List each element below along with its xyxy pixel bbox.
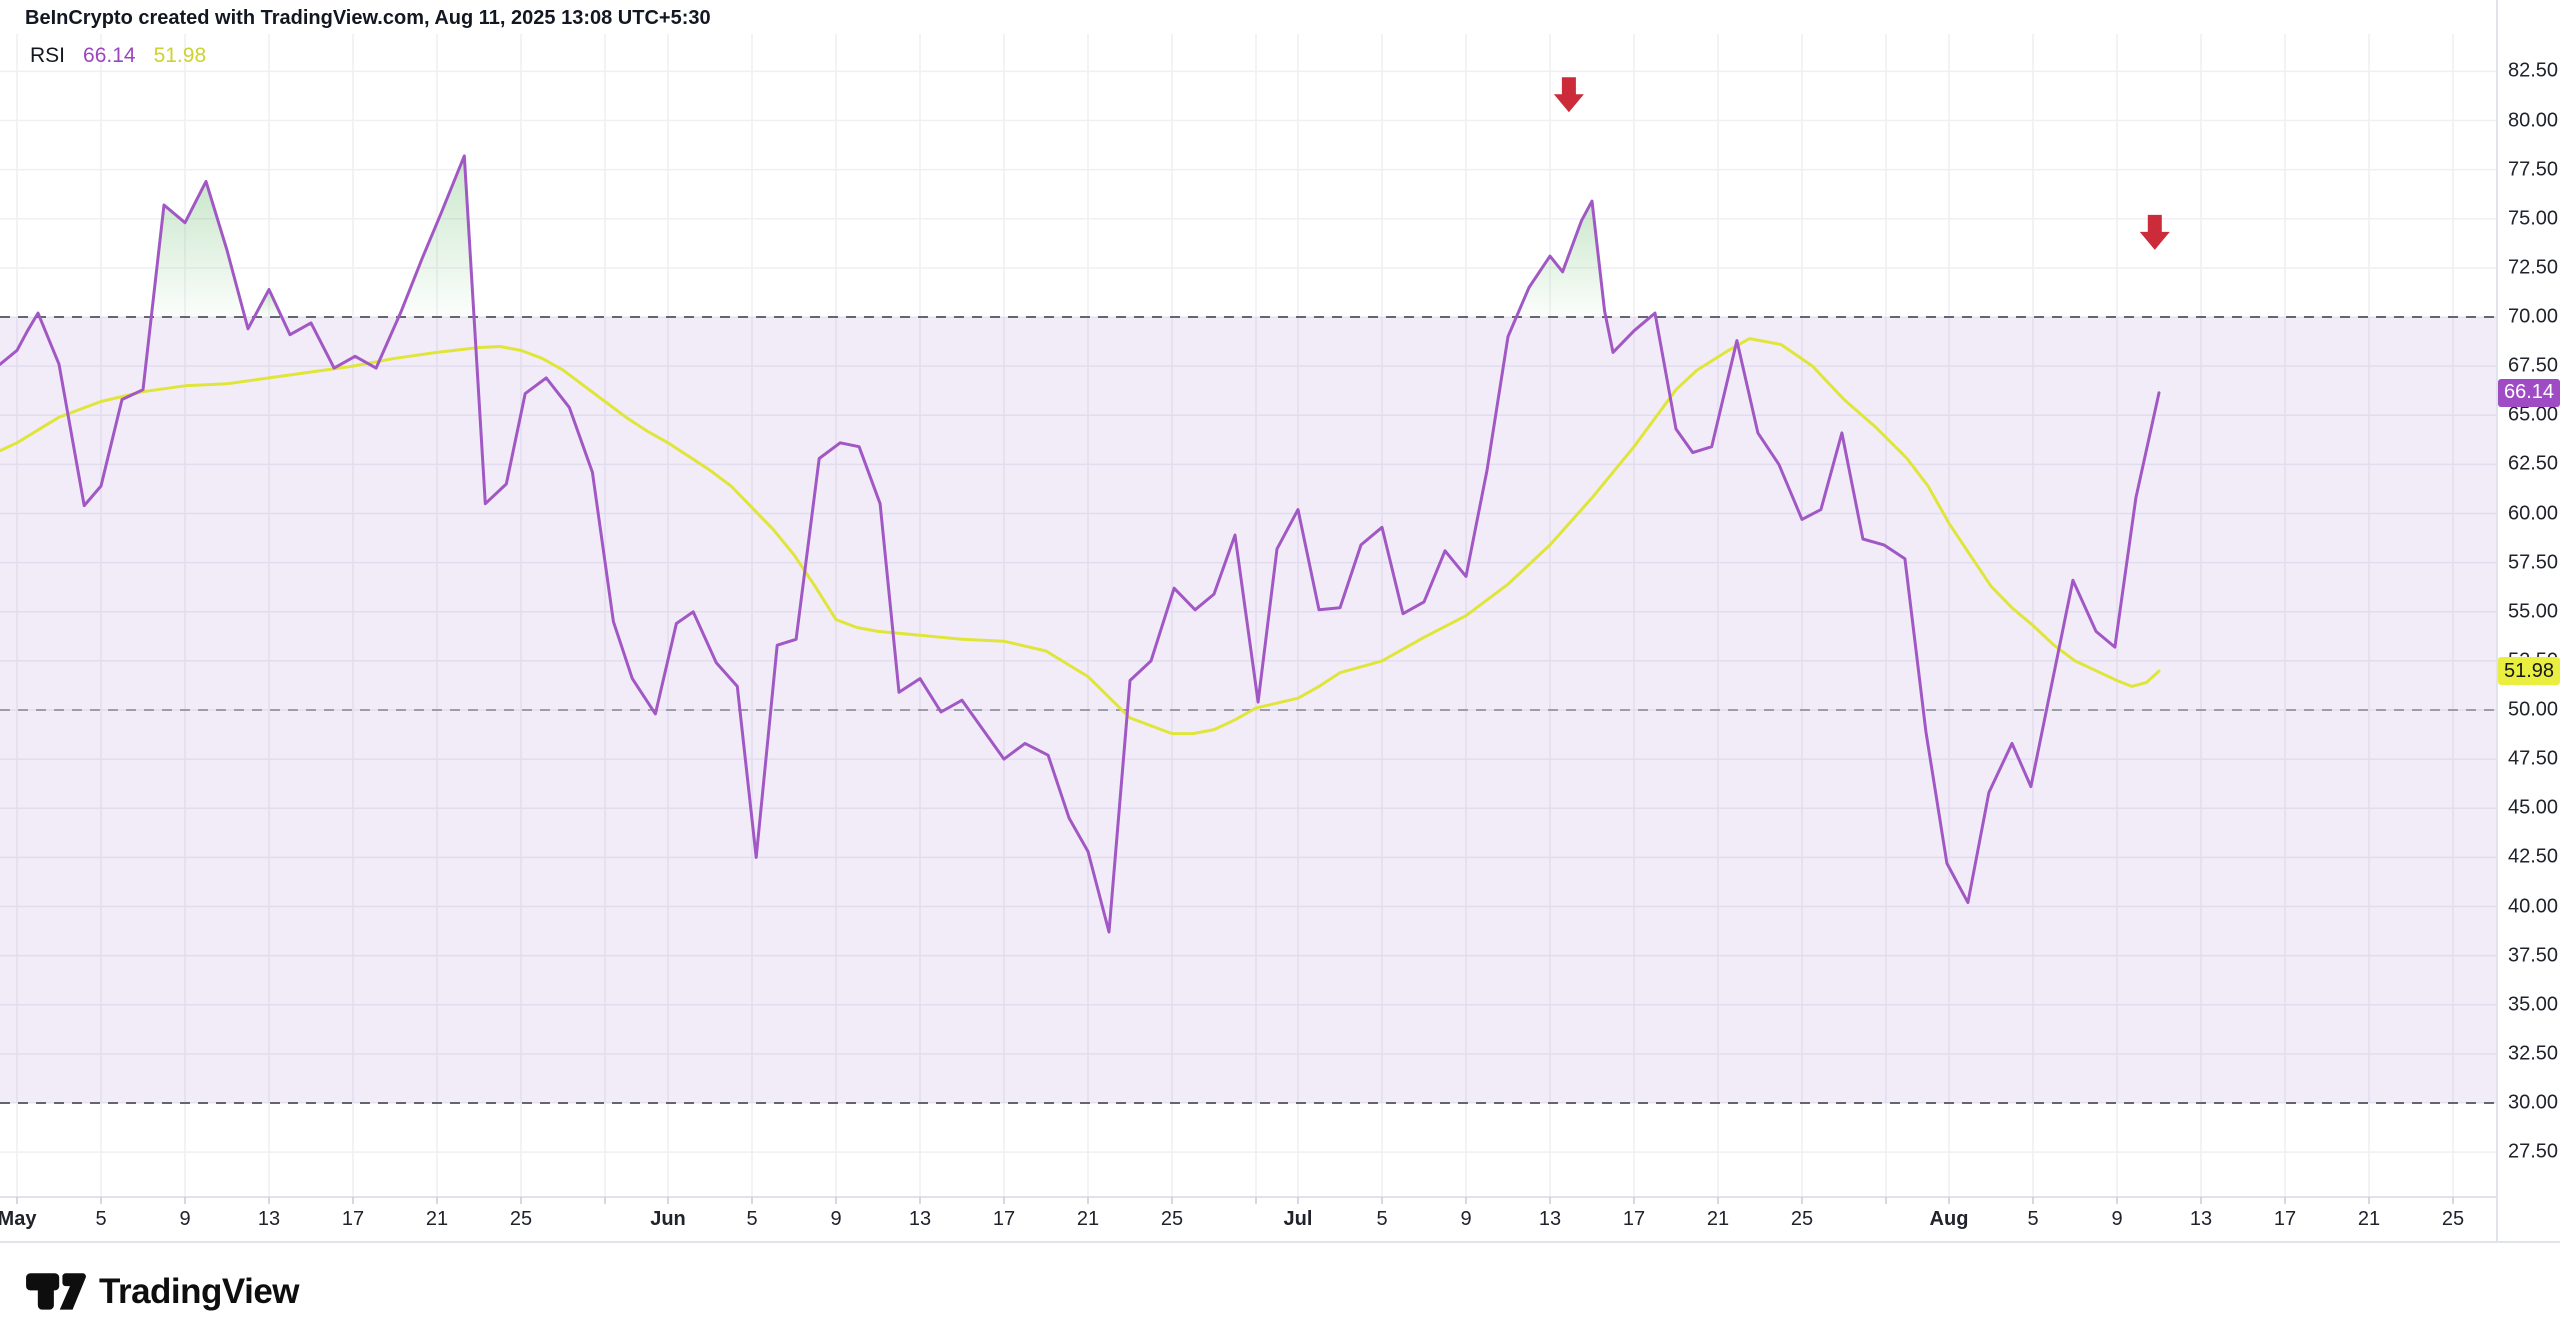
time-axis-label: 17 [1622, 1208, 1646, 1230]
time-axis-label: 5 [95, 1208, 107, 1230]
legend-rsi-value: 66.14 [83, 44, 136, 67]
price-axis-label: 57.50 [2508, 551, 2559, 574]
price-axis-label: 45.00 [2508, 796, 2559, 819]
price-axis-label: 77.50 [2508, 158, 2559, 181]
price-axis-label: 32.50 [2508, 1042, 2559, 1065]
price-axis-label: 42.50 [2508, 845, 2559, 868]
price-axis-label: 27.50 [2508, 1140, 2559, 1163]
time-axis-label: Jul [1283, 1208, 1313, 1230]
tradingview-logo-icon [26, 1273, 86, 1310]
ma-last-value-badge: 51.98 [2498, 657, 2560, 686]
price-axis-label: 82.50 [2508, 59, 2559, 82]
indicator-legend[interactable]: RSI 66.14 51.98 [30, 44, 206, 68]
price-axis-label: 47.50 [2508, 747, 2559, 770]
price-axis-label: 70.00 [2508, 305, 2559, 328]
time-axis-label: 9 [179, 1208, 191, 1230]
price-axis-label: 37.50 [2508, 944, 2559, 967]
time-axis-label: 21 [425, 1208, 449, 1230]
legend-ma-value: 51.98 [153, 44, 207, 67]
price-axis-label: 67.50 [2508, 354, 2559, 377]
legend-indicator-name: RSI [30, 44, 66, 67]
time-axis-label: 9 [1460, 1208, 1472, 1230]
price-axis-label: 50.00 [2508, 698, 2559, 721]
tradingview-logo-text: TradingView [99, 1272, 300, 1311]
price-axis-label: 65.00 [2508, 403, 2559, 426]
time-axis-label: 25 [1790, 1208, 1814, 1230]
chart-title: BeInCrypto created with TradingView.com,… [25, 7, 711, 29]
time-axis-label: 5 [2027, 1208, 2039, 1230]
time-axis-label: May [0, 1208, 37, 1230]
price-axis-label: 55.00 [2508, 600, 2559, 623]
time-axis-label: 13 [908, 1208, 932, 1230]
price-axis-label: 75.00 [2508, 207, 2559, 230]
rsi-last-value-badge: 66.14 [2498, 378, 2560, 407]
price-axis-label: 40.00 [2508, 895, 2559, 917]
price-axis-label: 60.00 [2508, 502, 2559, 524]
time-axis-label: Jun [650, 1208, 686, 1230]
price-axis-label: 35.00 [2508, 993, 2559, 1016]
time-axis-label: 25 [1160, 1208, 1184, 1230]
price-axis-label: 80.00 [2508, 109, 2559, 131]
footer-branding[interactable]: TradingView [25, 1272, 300, 1312]
time-axis-label: 21 [1706, 1208, 1730, 1230]
bearish-arrow-icons [1553, 77, 2170, 250]
price-axis-label: 72.50 [2508, 256, 2559, 279]
time-axis-label: 5 [1376, 1208, 1388, 1230]
price-axis-label: 30.00 [2508, 1091, 2559, 1114]
time-axis-label: 13 [1538, 1208, 1562, 1230]
time-axis-label: 13 [257, 1208, 281, 1230]
price-axis-label: 62.50 [2508, 452, 2559, 475]
time-axis-label: 17 [2273, 1208, 2297, 1230]
axis-borders-and-ticks [0, 0, 2560, 1243]
time-axis-label: Aug [1929, 1208, 1969, 1230]
time-axis-label: 17 [992, 1208, 1016, 1230]
time-axis-label: 21 [2357, 1208, 2381, 1230]
time-axis-label: 17 [341, 1208, 365, 1230]
time-axis-label: 25 [2441, 1208, 2465, 1230]
time-axis-label: 25 [509, 1208, 533, 1230]
overbought-green-fill [35, 155, 1656, 317]
time-axis-label: 9 [830, 1208, 842, 1230]
time-axis-label: 9 [2111, 1208, 2123, 1230]
time-axis-label: 13 [2189, 1208, 2213, 1230]
time-axis-label: 5 [746, 1208, 758, 1230]
indicator-lines [0, 154, 2161, 934]
time-axis-label: 21 [1076, 1208, 1100, 1230]
